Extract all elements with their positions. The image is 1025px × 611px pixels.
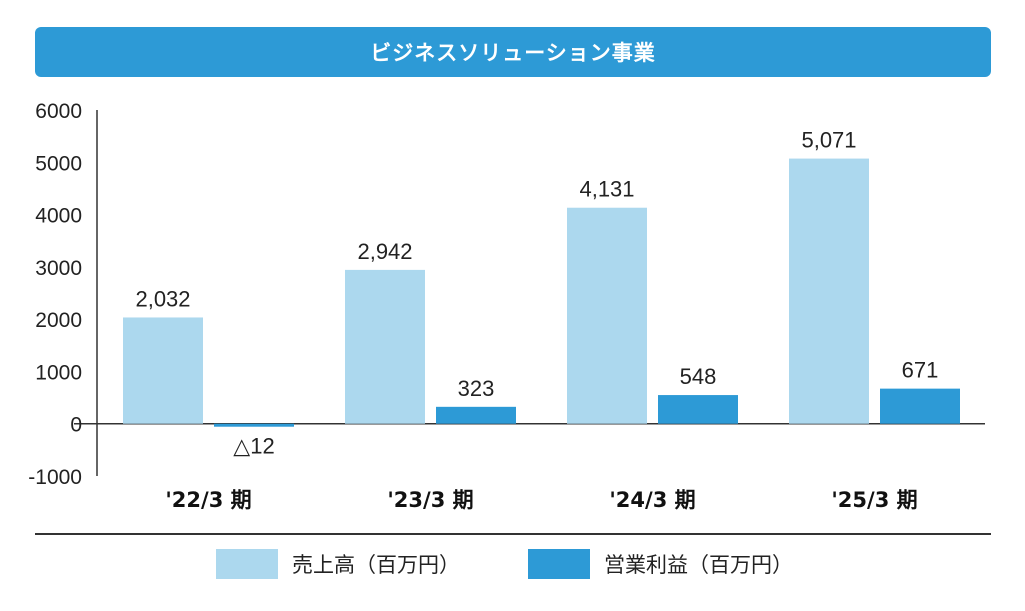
profit-data-label: 323 xyxy=(458,376,495,401)
x-category-label: '22/3 期 xyxy=(165,488,251,512)
data-labels: 2,032 △12 2,942 323 4,131 548 5,071 671 xyxy=(135,128,938,459)
y-tick-label: 3000 xyxy=(35,257,82,280)
y-tick-label: 5000 xyxy=(35,152,82,175)
x-category-label: '24/3 期 xyxy=(609,488,695,512)
profit-data-label: 548 xyxy=(680,364,717,389)
y-tick-label: -1000 xyxy=(28,466,82,489)
legend-divider xyxy=(35,533,991,535)
sales-bar xyxy=(789,158,869,424)
sales-data-label: 5,071 xyxy=(801,128,856,153)
y-tick-label: 0 xyxy=(70,414,82,437)
y-tick-labels: 6000 5000 4000 3000 2000 1000 0 -1000 xyxy=(28,100,82,489)
sales-bar xyxy=(123,317,203,424)
legend-item-sales: 売上高（百万円） xyxy=(216,549,460,579)
profit-data-label: △12 xyxy=(233,434,274,459)
legend-swatch-profit xyxy=(528,549,590,579)
profit-data-label: 671 xyxy=(902,358,939,383)
y-tick-label: 1000 xyxy=(35,361,82,384)
x-category-label: '23/3 期 xyxy=(387,488,473,512)
profit-bar xyxy=(214,423,294,427)
y-tick-label: 6000 xyxy=(35,100,82,123)
legend-label-sales: 売上高（百万円） xyxy=(292,553,460,577)
y-tick-label: 4000 xyxy=(35,205,82,228)
bars xyxy=(123,158,960,427)
x-category-labels: '22/3 期 '23/3 期 '24/3 期 '25/3 期 xyxy=(165,488,917,512)
sales-data-label: 2,032 xyxy=(135,286,190,311)
legend-swatch-sales xyxy=(216,549,278,579)
sales-data-label: 2,942 xyxy=(357,239,412,264)
profit-bar xyxy=(436,406,516,424)
legend-item-profit: 営業利益（百万円） xyxy=(528,549,793,579)
sales-bar xyxy=(345,269,425,424)
x-category-label: '25/3 期 xyxy=(831,488,917,512)
profit-bar xyxy=(658,395,738,424)
chart-title: ビジネスソリューション事業 xyxy=(35,27,991,77)
profit-bar xyxy=(880,388,960,424)
sales-bar xyxy=(567,207,647,424)
y-tick-label: 2000 xyxy=(35,309,82,332)
sales-data-label: 4,131 xyxy=(579,177,634,202)
legend-label-profit: 営業利益（百万円） xyxy=(604,553,793,577)
